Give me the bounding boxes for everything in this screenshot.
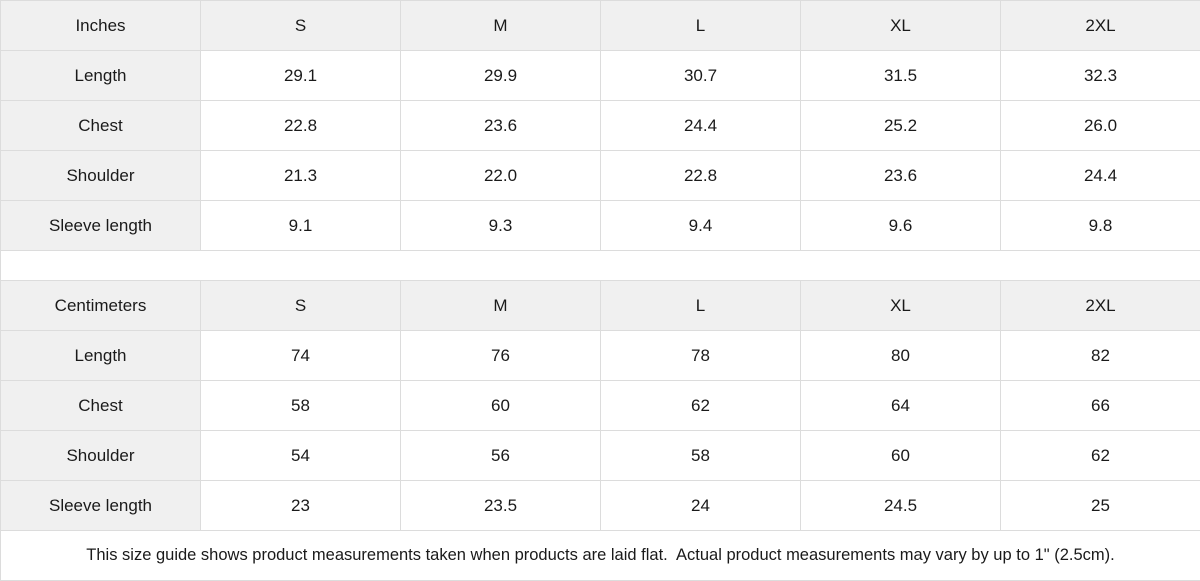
table-row: Length 29.1 29.9 30.7 31.5 32.3 bbox=[1, 51, 1200, 101]
value-cell: 21.3 bbox=[201, 151, 401, 201]
row-label-cell: Length bbox=[1, 51, 201, 101]
table-row: Chest 22.8 23.6 24.4 25.2 26.0 bbox=[1, 101, 1200, 151]
value-cell: 29.9 bbox=[401, 51, 601, 101]
row-label-cell: Sleeve length bbox=[1, 481, 201, 531]
table-row: Sleeve length 23 23.5 24 24.5 25 bbox=[1, 481, 1200, 531]
value-cell: 74 bbox=[201, 331, 401, 381]
value-cell: 66 bbox=[1001, 381, 1200, 431]
value-cell: 9.1 bbox=[201, 201, 401, 251]
value-cell: 29.1 bbox=[201, 51, 401, 101]
value-cell: 32.3 bbox=[1001, 51, 1200, 101]
row-label-cell: Chest bbox=[1, 101, 201, 151]
footer-row: This size guide shows product measuremen… bbox=[1, 531, 1200, 581]
size-header-cell: M bbox=[401, 1, 601, 51]
value-cell: 64 bbox=[801, 381, 1001, 431]
table-row: Shoulder 54 56 58 60 62 bbox=[1, 431, 1200, 481]
value-cell: 23.6 bbox=[401, 101, 601, 151]
value-cell: 23.6 bbox=[801, 151, 1001, 201]
value-cell: 24.4 bbox=[601, 101, 801, 151]
value-cell: 24 bbox=[601, 481, 801, 531]
value-cell: 23.5 bbox=[401, 481, 601, 531]
size-header-cell: XL bbox=[801, 1, 1001, 51]
value-cell: 82 bbox=[1001, 331, 1200, 381]
table-row: Shoulder 21.3 22.0 22.8 23.6 24.4 bbox=[1, 151, 1200, 201]
row-label-cell: Sleeve length bbox=[1, 201, 201, 251]
centimeters-header-row: Centimeters S M L XL 2XL bbox=[1, 281, 1200, 331]
value-cell: 9.4 bbox=[601, 201, 801, 251]
value-cell: 22.8 bbox=[201, 101, 401, 151]
size-header-cell: L bbox=[601, 281, 801, 331]
unit-header-cell: Centimeters bbox=[1, 281, 201, 331]
value-cell: 58 bbox=[201, 381, 401, 431]
value-cell: 9.6 bbox=[801, 201, 1001, 251]
size-header-cell: 2XL bbox=[1001, 1, 1200, 51]
size-header-cell: 2XL bbox=[1001, 281, 1200, 331]
value-cell: 56 bbox=[401, 431, 601, 481]
table-row: Sleeve length 9.1 9.3 9.4 9.6 9.8 bbox=[1, 201, 1200, 251]
size-header-cell: L bbox=[601, 1, 801, 51]
value-cell: 62 bbox=[601, 381, 801, 431]
size-header-cell: S bbox=[201, 281, 401, 331]
value-cell: 60 bbox=[401, 381, 601, 431]
size-header-cell: M bbox=[401, 281, 601, 331]
table-spacer bbox=[1, 251, 1200, 281]
value-cell: 25 bbox=[1001, 481, 1200, 531]
inches-header-row: Inches S M L XL 2XL bbox=[1, 1, 1200, 51]
row-label-cell: Length bbox=[1, 331, 201, 381]
table-row: Length 74 76 78 80 82 bbox=[1, 331, 1200, 381]
value-cell: 60 bbox=[801, 431, 1001, 481]
value-cell: 54 bbox=[201, 431, 401, 481]
value-cell: 9.8 bbox=[1001, 201, 1200, 251]
value-cell: 23 bbox=[201, 481, 401, 531]
size-header-cell: XL bbox=[801, 281, 1001, 331]
table-row: Chest 58 60 62 64 66 bbox=[1, 381, 1200, 431]
value-cell: 78 bbox=[601, 331, 801, 381]
value-cell: 30.7 bbox=[601, 51, 801, 101]
row-label-cell: Shoulder bbox=[1, 151, 201, 201]
value-cell: 26.0 bbox=[1001, 101, 1200, 151]
value-cell: 62 bbox=[1001, 431, 1200, 481]
value-cell: 22.0 bbox=[401, 151, 601, 201]
size-header-cell: S bbox=[201, 1, 401, 51]
value-cell: 24.4 bbox=[1001, 151, 1200, 201]
row-label-cell: Shoulder bbox=[1, 431, 201, 481]
value-cell: 31.5 bbox=[801, 51, 1001, 101]
value-cell: 22.8 bbox=[601, 151, 801, 201]
size-guide-note: This size guide shows product measuremen… bbox=[1, 531, 1200, 581]
value-cell: 76 bbox=[401, 331, 601, 381]
value-cell: 80 bbox=[801, 331, 1001, 381]
row-label-cell: Chest bbox=[1, 381, 201, 431]
value-cell: 24.5 bbox=[801, 481, 1001, 531]
unit-header-cell: Inches bbox=[1, 1, 201, 51]
spacer-cell bbox=[1, 251, 1200, 281]
value-cell: 58 bbox=[601, 431, 801, 481]
value-cell: 25.2 bbox=[801, 101, 1001, 151]
value-cell: 9.3 bbox=[401, 201, 601, 251]
